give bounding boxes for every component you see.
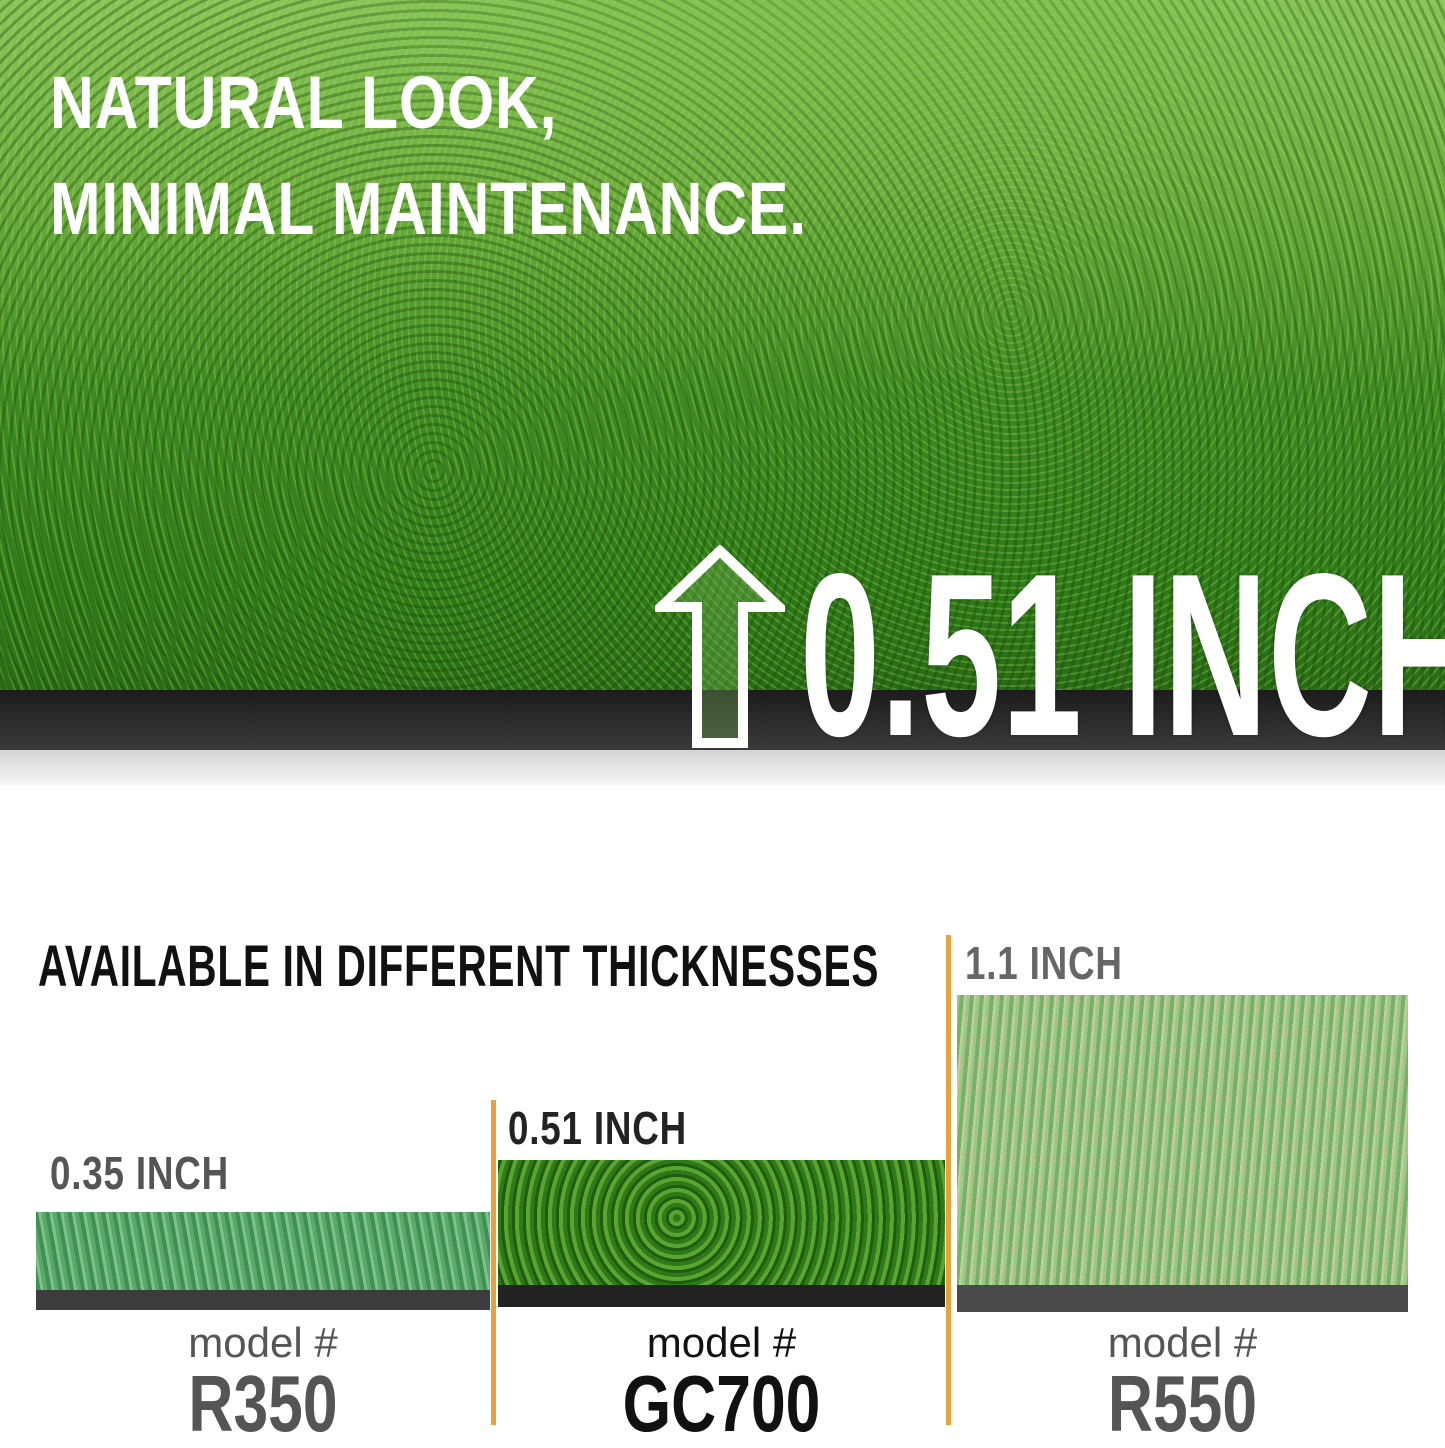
model-gc700: model # GC700: [498, 1322, 945, 1444]
divider-line: [491, 1100, 496, 1425]
model-label: model #: [646, 1319, 797, 1366]
model-code: R350: [188, 1359, 338, 1448]
thickness-label-r350: 0.35 INCH: [50, 1147, 229, 1199]
backing-r550: [957, 1285, 1408, 1312]
model-r350: model # R350: [36, 1322, 490, 1444]
up-arrow-icon: [655, 545, 785, 748]
divider-line: [946, 935, 951, 1425]
thickness-label-r550: 1.1 INCH: [965, 937, 1123, 989]
grass-sample-gc700: [498, 1160, 945, 1305]
thickness-label-gc700: 0.51 INCH: [508, 1102, 687, 1154]
model-code: R550: [1107, 1359, 1258, 1448]
model-label: model #: [1107, 1319, 1258, 1366]
hero-bottom-fade: [0, 750, 1445, 785]
comparison-title: AVAILABLE IN DIFFERENT THICKNESSES: [38, 934, 880, 999]
model-r550: model # R550: [957, 1322, 1408, 1444]
model-label: model #: [188, 1319, 338, 1366]
model-code: GC700: [622, 1359, 821, 1448]
backing-gc700: [498, 1285, 945, 1307]
height-callout: 0.51 INCH: [800, 526, 1445, 785]
hero-grass-photo: [0, 0, 1445, 785]
backing-r350: [36, 1290, 490, 1310]
headline-line2: MINIMAL MAINTENANCE.: [50, 167, 807, 250]
headline-line1: NATURAL LOOK,: [50, 61, 558, 144]
grass-sample-r550: [957, 995, 1408, 1310]
